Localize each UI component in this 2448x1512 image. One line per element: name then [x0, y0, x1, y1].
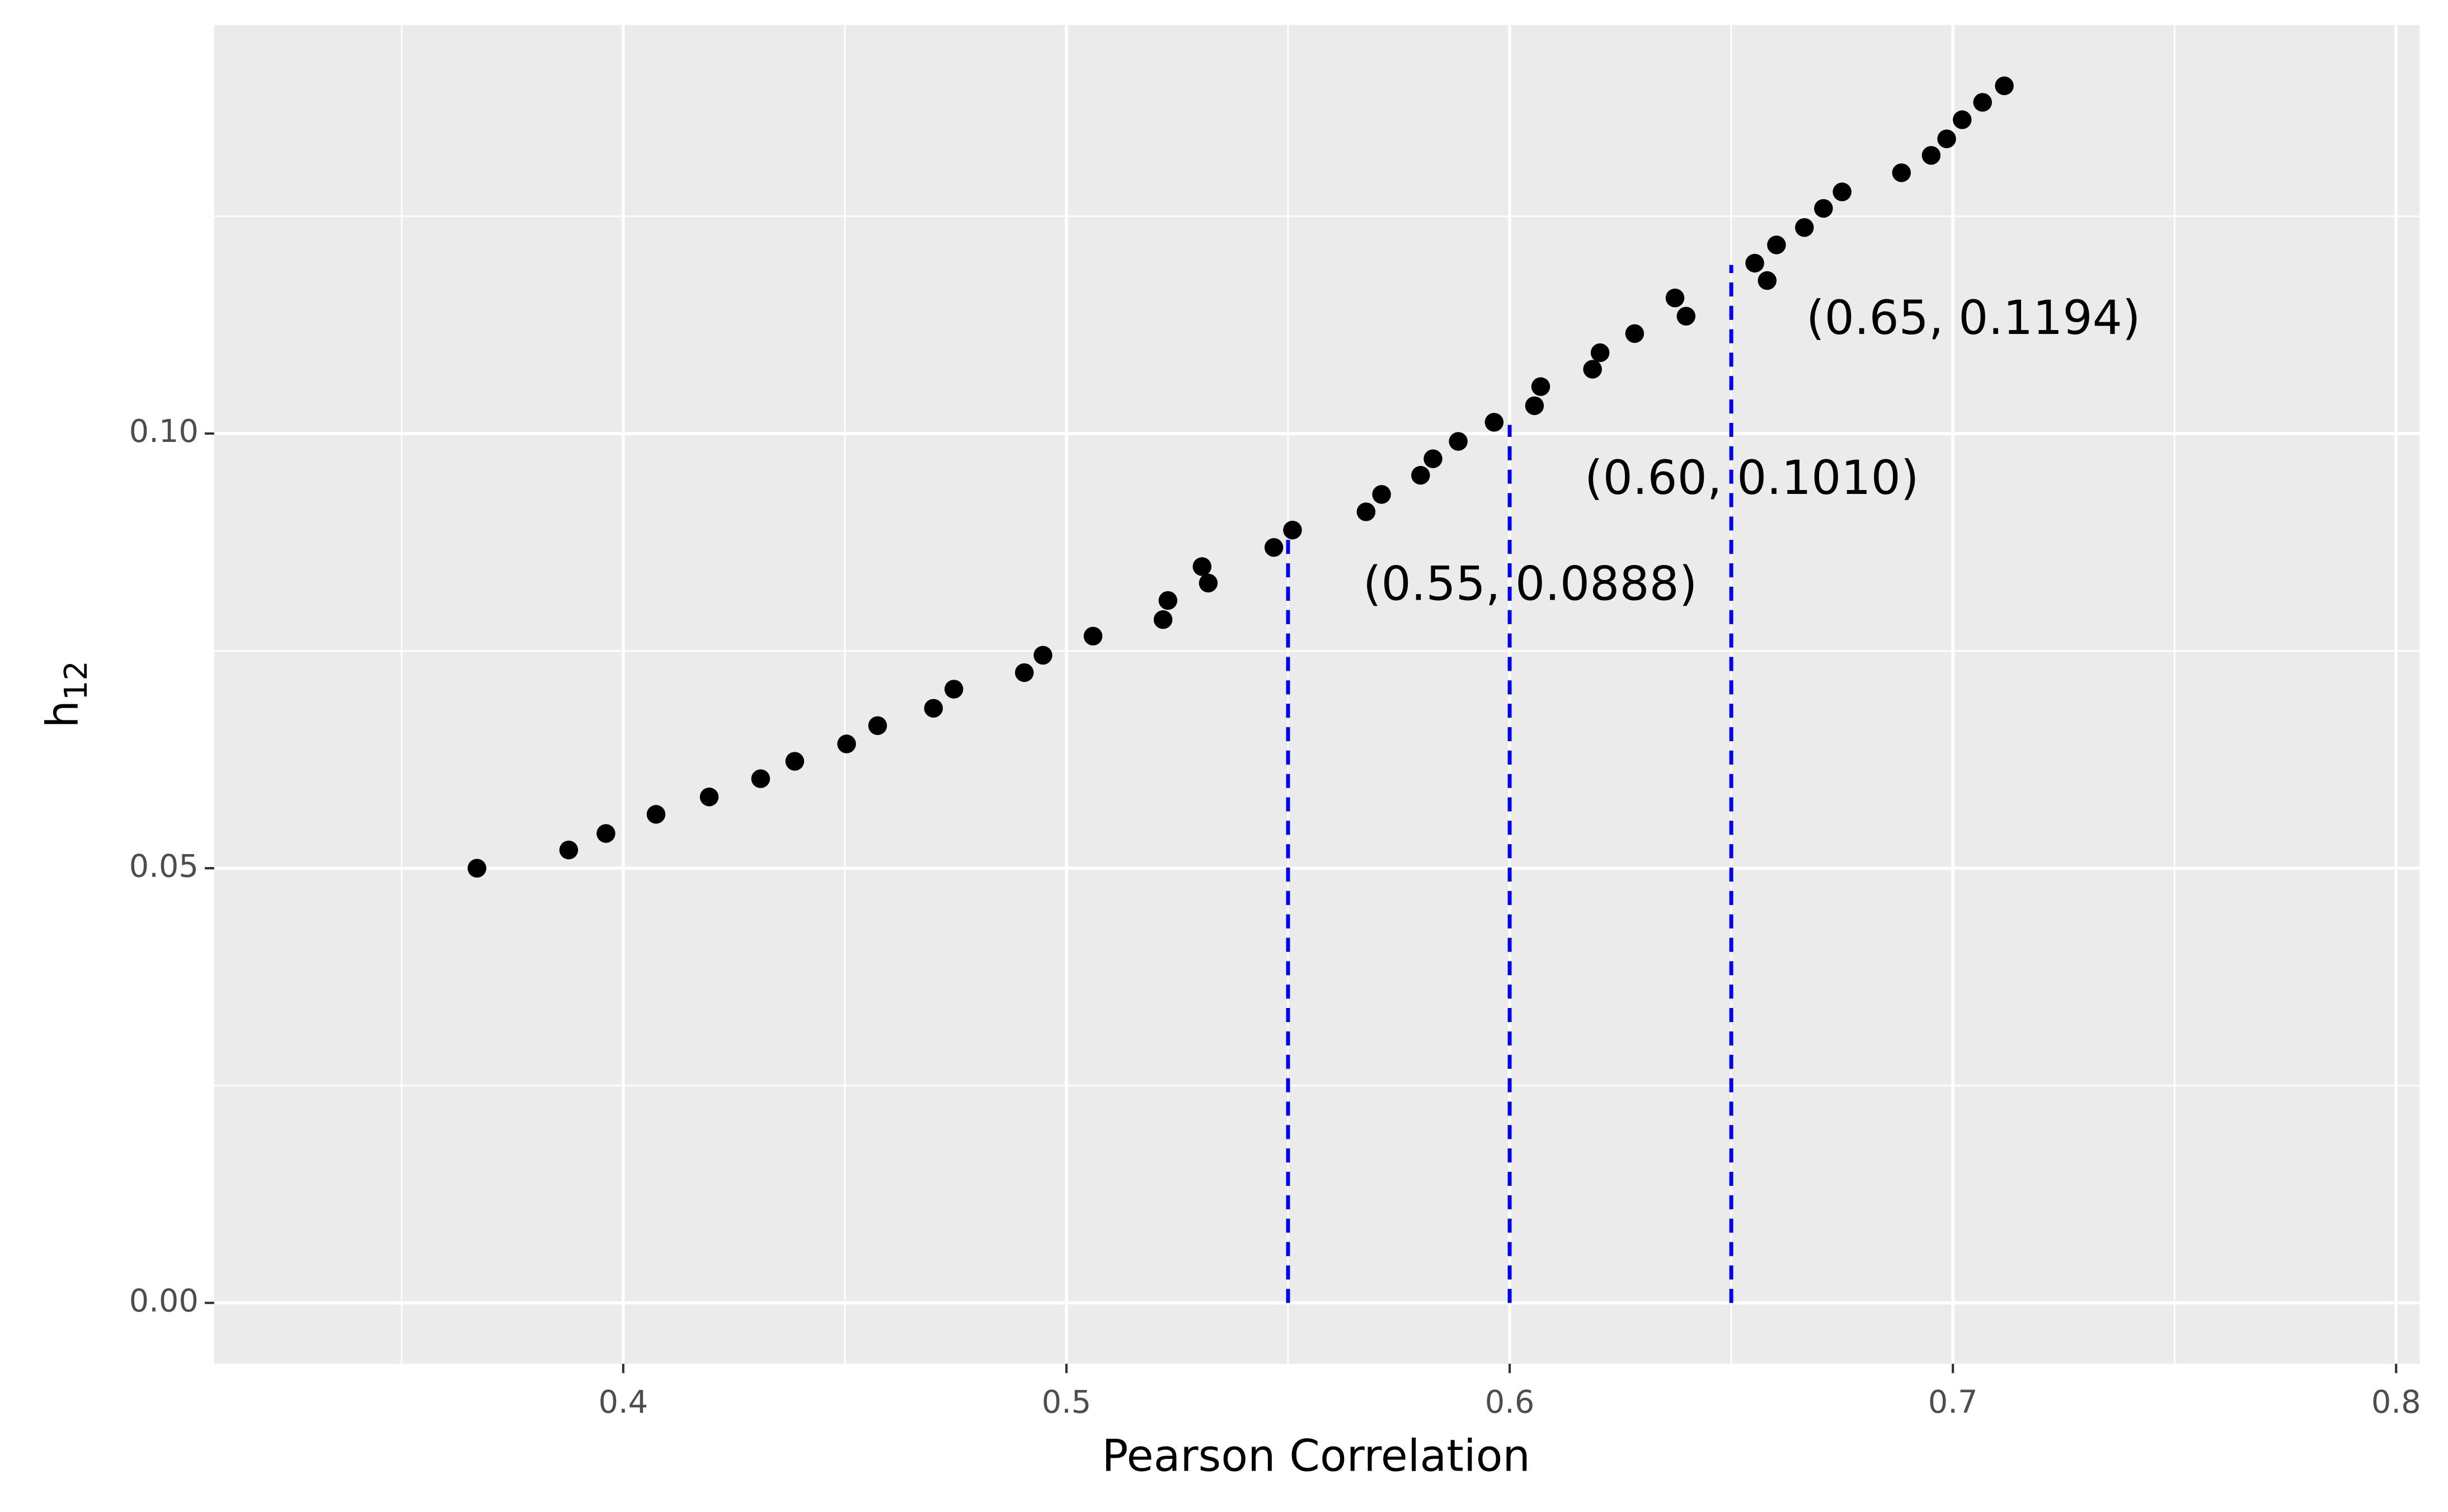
point — [1745, 253, 1764, 273]
point — [1767, 235, 1786, 255]
point — [467, 859, 487, 878]
point — [751, 769, 770, 788]
x-tick-label: 0.8 — [2371, 1384, 2421, 1421]
point — [1833, 182, 1852, 201]
point — [1892, 163, 1911, 182]
point — [1411, 465, 1430, 485]
point — [1372, 485, 1391, 504]
point — [1758, 271, 1777, 290]
x-tick-label: 0.6 — [1485, 1384, 1535, 1421]
point — [1676, 307, 1696, 326]
point — [945, 680, 964, 699]
point — [1795, 218, 1814, 237]
annotation-label: (0.65, 0.1194) — [1806, 290, 2141, 345]
point — [1014, 663, 1034, 682]
point — [1973, 93, 1992, 112]
point — [1995, 76, 2014, 96]
point — [868, 716, 887, 736]
x-tick-label: 0.5 — [1042, 1384, 1092, 1421]
annotation-label: (0.60, 0.1010) — [1585, 450, 1919, 505]
x-axis-title: Pearson Correlation — [1102, 1431, 1530, 1482]
point — [1590, 343, 1610, 362]
x-tick-label: 0.7 — [1928, 1384, 1978, 1421]
annotation-label: (0.55, 0.0888) — [1363, 556, 1698, 611]
point — [1192, 557, 1212, 576]
y-axis-title: h12 — [38, 661, 95, 728]
point — [1953, 110, 1972, 129]
point — [1199, 573, 1218, 593]
annotations: (0.55, 0.0888) (0.60, 0.1010) (0.65, 0.119… — [1286, 265, 2141, 1303]
point — [559, 840, 579, 860]
point — [1264, 538, 1284, 557]
point — [1283, 520, 1302, 540]
grid — [214, 25, 2420, 1364]
point — [1937, 129, 1956, 148]
point — [1033, 646, 1053, 665]
y-tick-label: 0.05 — [129, 848, 199, 884]
point — [1814, 199, 1833, 218]
point — [1153, 610, 1173, 629]
point — [1423, 449, 1443, 468]
point — [1625, 324, 1644, 343]
point — [1158, 591, 1178, 610]
point — [1484, 413, 1504, 432]
y-tick-label: 0.10 — [129, 413, 199, 450]
point — [1921, 146, 1941, 165]
point — [1449, 432, 1468, 451]
point — [1525, 396, 1544, 416]
x-tick-label: 0.4 — [598, 1384, 648, 1421]
point — [1531, 377, 1550, 396]
y-axis-title-base: h — [38, 700, 88, 728]
point — [785, 752, 805, 771]
point — [1356, 502, 1376, 521]
point — [1665, 288, 1685, 308]
point — [1083, 627, 1103, 646]
point — [646, 805, 666, 824]
points — [467, 76, 2014, 878]
panel — [214, 25, 2420, 1364]
point — [699, 787, 719, 807]
point — [596, 824, 615, 843]
y-tick-label: 0.00 — [129, 1283, 199, 1319]
y-axis-title-subscript: 12 — [58, 661, 95, 700]
point — [1583, 360, 1602, 379]
point — [837, 734, 856, 753]
point — [924, 699, 943, 718]
